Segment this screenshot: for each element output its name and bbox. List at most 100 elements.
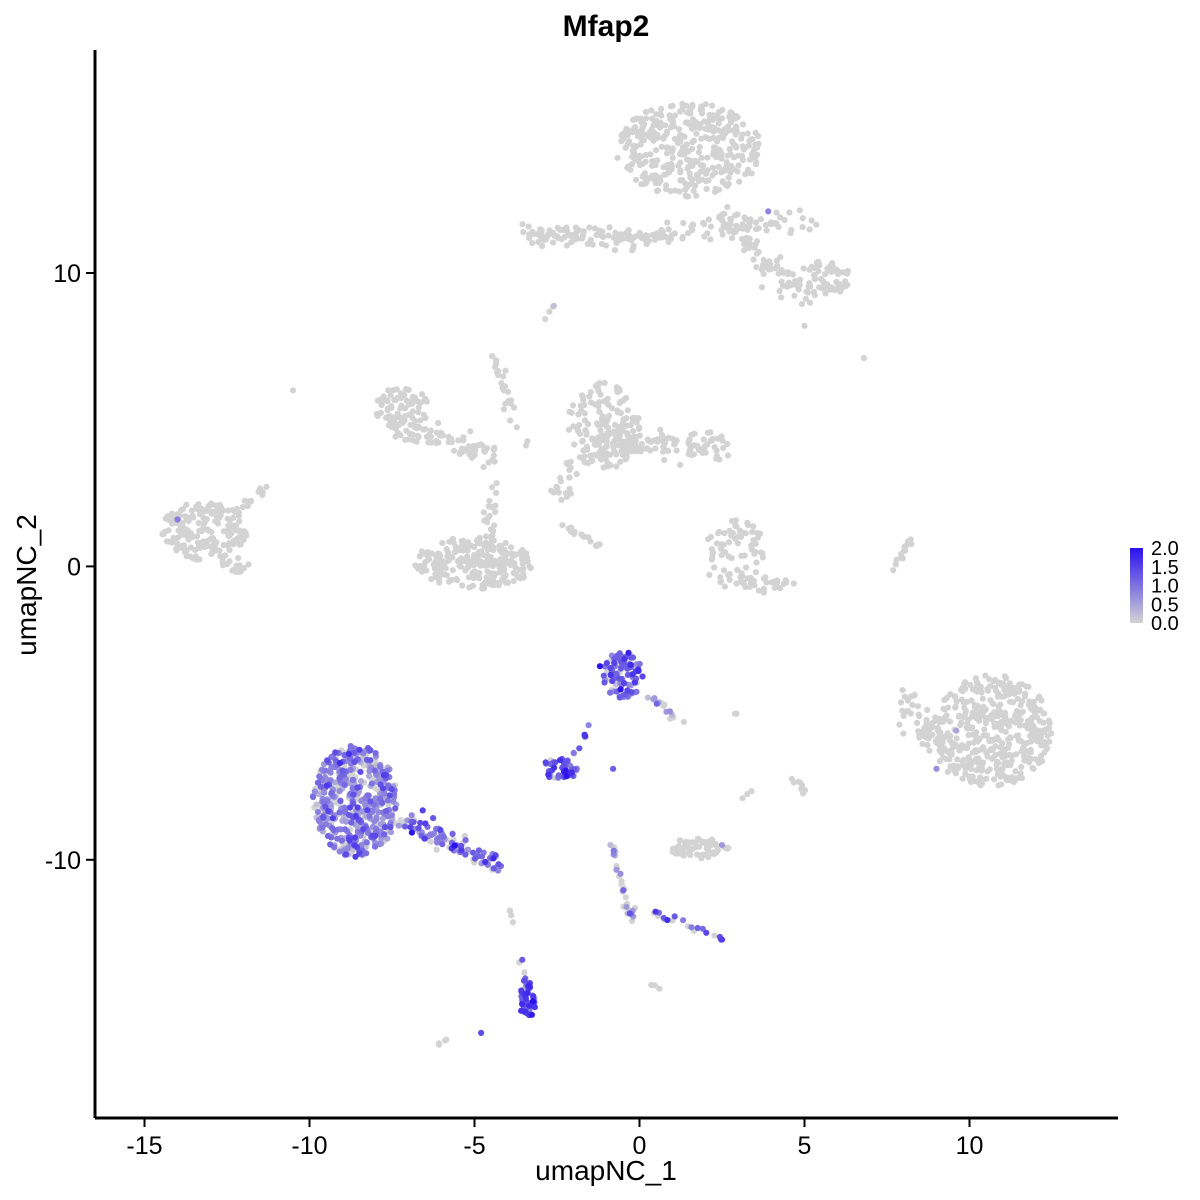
cell-point: [965, 732, 972, 739]
cell-point: [752, 161, 760, 168]
cell-point: [593, 232, 600, 239]
cell-point: [718, 936, 726, 943]
cell-point: [596, 399, 603, 406]
cell-point: [806, 226, 813, 233]
cell-point: [1032, 756, 1039, 763]
cell-point: [620, 440, 628, 447]
cell-point: [658, 143, 665, 150]
cell-point: [478, 1029, 485, 1036]
cell-point: [578, 407, 585, 414]
cell-point: [379, 815, 386, 822]
cell-point: [585, 460, 592, 467]
cell-point: [618, 881, 625, 888]
cell-point: [562, 490, 570, 497]
cell-point: [622, 894, 629, 901]
cell-point: [316, 773, 323, 780]
cell-point: [739, 121, 747, 128]
cell-point: [467, 428, 474, 435]
cell-point: [1027, 746, 1034, 753]
cell-point: [693, 130, 700, 137]
cell-point: [786, 209, 793, 216]
y-axis-ticks: -10 0 10: [45, 260, 95, 875]
cell-point: [711, 932, 718, 939]
cell-point: [356, 849, 363, 857]
cell-point: [719, 135, 727, 142]
cell-point: [753, 559, 760, 566]
cell-point: [610, 847, 617, 854]
cell-point: [442, 1037, 449, 1044]
cell-point: [546, 308, 553, 315]
cell-point: [402, 436, 409, 443]
cell-point: [980, 744, 987, 751]
cell-point: [765, 208, 772, 215]
y-tick-label: 10: [53, 260, 81, 288]
cell-point: [491, 522, 498, 529]
cell-point: [409, 393, 416, 400]
cell-point: [643, 115, 650, 122]
cell-point: [729, 235, 736, 242]
cell-point: [438, 570, 445, 577]
cell-point: [628, 448, 635, 455]
cell-point: [734, 168, 741, 175]
cell-point: [777, 585, 784, 592]
cell-point: [695, 149, 703, 156]
cell-point: [745, 142, 752, 149]
cell-point: [684, 109, 691, 116]
cell-point: [576, 430, 584, 437]
cell-point: [459, 582, 466, 589]
cell-point: [202, 507, 209, 514]
cell-point: [676, 837, 683, 844]
cell-point: [626, 443, 633, 450]
cell-point: [366, 773, 373, 780]
cell-point: [668, 163, 676, 170]
cell-point: [351, 842, 358, 849]
cell-point: [530, 231, 538, 238]
cell-point: [187, 514, 194, 521]
cell-point: [705, 838, 712, 845]
cell-point: [998, 781, 1005, 788]
cell-point: [565, 426, 573, 433]
cell-point: [923, 721, 930, 728]
cell-point: [733, 125, 740, 132]
cell-point: [725, 539, 733, 546]
cell-point: [179, 519, 186, 526]
cell-point: [580, 533, 587, 540]
cell-point: [651, 236, 659, 243]
cell-point: [904, 707, 912, 714]
cell-point: [692, 118, 699, 125]
cell-point: [485, 459, 492, 466]
cell-point: [539, 243, 546, 250]
cell-point: [796, 779, 804, 786]
cell-point: [328, 763, 336, 771]
x-tick-label: 5: [798, 1132, 812, 1160]
cell-point: [689, 101, 696, 108]
cell-point: [378, 402, 385, 409]
cell-point: [635, 667, 642, 675]
cell-point: [236, 533, 243, 541]
cell-point: [725, 180, 732, 187]
cell-point: [357, 768, 364, 776]
cell-point: [773, 209, 780, 216]
cell-point: [725, 571, 732, 579]
cell-point: [970, 739, 977, 746]
cell-point: [405, 401, 412, 408]
cell-point: [409, 414, 416, 421]
cell-point: [1018, 763, 1025, 771]
cell-point: [696, 836, 703, 844]
cell-point: [616, 385, 623, 392]
cell-point: [631, 145, 638, 152]
cell-point: [941, 706, 948, 713]
cell-point: [664, 219, 671, 226]
cell-point: [994, 771, 1001, 778]
cell-point: [588, 399, 595, 406]
cell-point: [965, 740, 972, 747]
cell-point: [680, 852, 687, 859]
cell-point: [638, 446, 645, 453]
cell-point: [750, 523, 757, 530]
x-axis-ticks: -15 -10 -5 0 5 10: [126, 1118, 983, 1160]
cell-point: [973, 748, 980, 755]
cell-point: [791, 292, 798, 299]
cell-point: [732, 535, 739, 542]
cell-point: [712, 188, 719, 195]
cell-point: [379, 785, 386, 792]
